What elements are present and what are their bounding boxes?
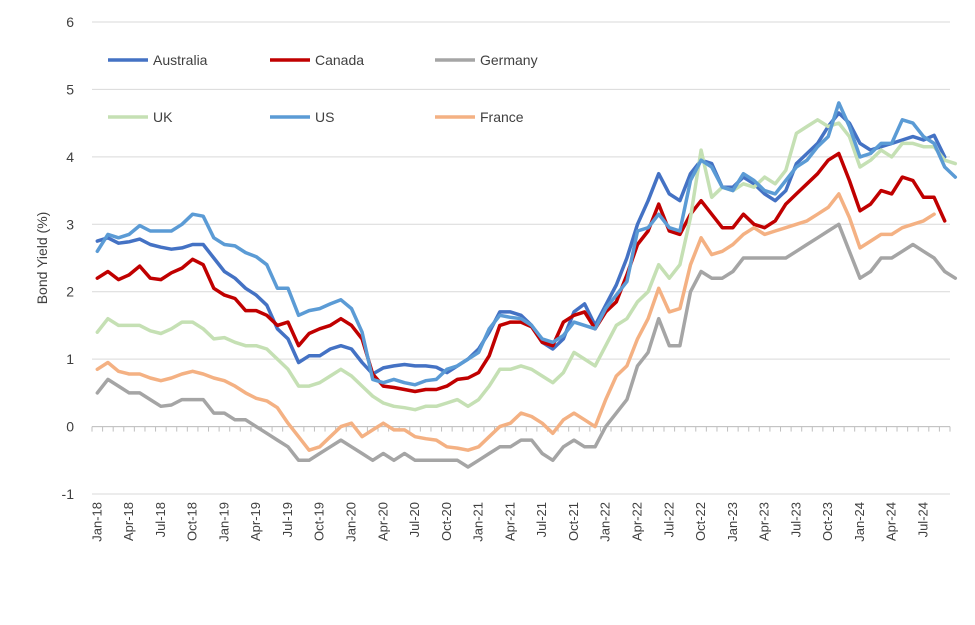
x-tick-label: Jul-22 — [661, 502, 676, 537]
x-tick-label: Oct-20 — [439, 502, 454, 541]
y-axis-label: Bond Yield (%) — [34, 212, 50, 305]
x-tick-label: Jan-19 — [216, 502, 231, 542]
series-line-uk — [95, 118, 958, 412]
x-tick-label: Apr-22 — [630, 502, 645, 541]
x-tick-label: Jul-19 — [280, 502, 295, 537]
legend-label-canada: Canada — [315, 52, 364, 68]
series-line-france — [95, 192, 936, 452]
series-lines — [95, 101, 958, 469]
x-tick-label: Jul-20 — [407, 502, 422, 537]
series-line-australia — [95, 111, 947, 376]
x-tick-label: Jan-22 — [598, 502, 613, 542]
x-tick-label: Oct-23 — [820, 502, 835, 541]
gridlines — [92, 21, 950, 495]
x-axis-ticks: Jan-18 Apr-18 Jul-18 Oct-18 Jan-19 Apr-19 Jul-… — [89, 426, 951, 542]
y-tick-label: -1 — [62, 486, 75, 502]
y-tick-label: 3 — [66, 216, 74, 232]
x-tick-label: Jan-23 — [725, 502, 740, 542]
x-tick-label: Jul-18 — [153, 502, 168, 537]
y-tick-label: 4 — [66, 149, 74, 165]
x-tick-label: Apr-20 — [375, 502, 390, 541]
series-line-us — [95, 101, 958, 387]
legend-label-germany: Germany — [480, 52, 538, 68]
y-tick-label: 6 — [66, 14, 74, 30]
x-tick-label: Apr-18 — [121, 502, 136, 541]
x-tick-label: Jan-20 — [344, 502, 359, 542]
x-tick-label: Jul-21 — [534, 502, 549, 537]
y-tick-label: 0 — [66, 419, 74, 435]
y-tick-label: 2 — [66, 284, 74, 300]
legend-label-australia: Australia — [153, 52, 208, 68]
series-line-canada — [95, 151, 947, 394]
legend-label-uk: UK — [153, 109, 173, 125]
x-tick-label: Jan-18 — [89, 502, 104, 542]
x-tick-label: Oct-18 — [185, 502, 200, 541]
x-tick-label: Apr-21 — [502, 502, 517, 541]
y-axis-ticks: -1 0 1 2 3 4 5 6 — [62, 14, 75, 502]
x-tick-label: Jul-23 — [788, 502, 803, 537]
x-tick-label: Apr-24 — [884, 502, 899, 541]
y-tick-label: 1 — [66, 351, 74, 367]
x-tick-label: Oct-21 — [566, 502, 581, 541]
x-tick-label: Jul-24 — [916, 502, 931, 537]
legend-label-france: France — [480, 109, 524, 125]
x-tick-label: Jan-21 — [471, 502, 486, 542]
y-tick-label: 5 — [66, 81, 74, 97]
x-tick-label: Oct-19 — [312, 502, 327, 541]
series-line-germany — [95, 222, 958, 469]
x-tick-label: Apr-19 — [248, 502, 263, 541]
legend-label-us: US — [315, 109, 334, 125]
x-tick-label: Oct-22 — [693, 502, 708, 541]
x-tick-label: Jan-24 — [852, 502, 867, 542]
x-tick-label: Apr-23 — [757, 502, 772, 541]
legend: Australia Canada Germany UK US France — [108, 52, 538, 125]
